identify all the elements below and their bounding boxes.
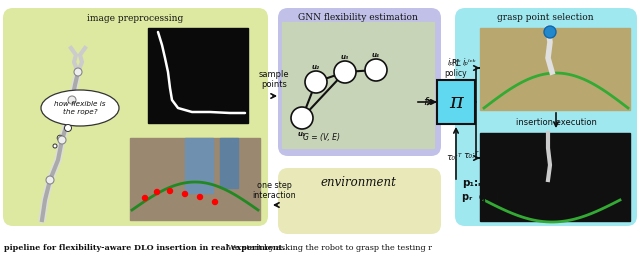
Circle shape [58, 136, 66, 144]
FancyBboxPatch shape [278, 168, 441, 234]
Bar [185, 138, 213, 193]
Text: τ₀:ᵀ: τ₀:ᵀ [447, 153, 462, 162]
Text: u₃: u₃ [341, 54, 349, 60]
Circle shape [212, 199, 218, 205]
Circle shape [198, 195, 202, 199]
Circle shape [291, 107, 313, 129]
Text: τ₀:ᵀ: τ₀:ᵀ [463, 151, 479, 160]
Circle shape [182, 191, 188, 197]
Bar [282, 22, 434, 148]
Text: GNN flexibility estimation: GNN flexibility estimation [298, 13, 418, 22]
Circle shape [65, 124, 72, 132]
Text: RL
policy: RL policy [445, 59, 467, 78]
Text: iₚᴵᶜᵏ: iₚᴵᶜᵏ [463, 58, 477, 67]
Text: image preprocessing: image preprocessing [87, 14, 183, 23]
Text: f: f [423, 97, 427, 107]
Circle shape [334, 61, 356, 83]
Circle shape [68, 96, 76, 104]
Circle shape [74, 68, 82, 76]
Bar [130, 138, 260, 220]
Text: u₂: u₂ [312, 64, 320, 70]
Text: insertion execution: insertion execution [516, 118, 596, 127]
Circle shape [544, 26, 556, 38]
Circle shape [305, 71, 327, 93]
Text: how flexible is
the rope?: how flexible is the rope? [54, 102, 106, 115]
Text: grasp point selection: grasp point selection [497, 13, 593, 22]
Bar [148, 28, 248, 123]
Text: p₁:ₙ: p₁:ₙ [462, 178, 483, 188]
Bar [480, 133, 630, 221]
Text: u₁: u₁ [298, 131, 306, 137]
Circle shape [154, 189, 159, 195]
Text: sample
points: sample points [259, 70, 289, 89]
Bar [437, 80, 475, 124]
Text: π: π [449, 93, 463, 112]
FancyBboxPatch shape [278, 8, 441, 156]
FancyBboxPatch shape [455, 8, 637, 226]
Text: iₚᴵᶜᵏ: iₚᴵᶜᵏ [448, 58, 462, 67]
Circle shape [57, 135, 63, 141]
Circle shape [46, 176, 54, 184]
Text: u₄: u₄ [372, 52, 380, 58]
Circle shape [168, 188, 173, 194]
Text: pᵣ  qᵣ  rᵣ: pᵣ qᵣ rᵣ [462, 192, 504, 202]
Text: pipeline for flexibility-aware DLO insertion in real experiment.: pipeline for flexibility-aware DLO inser… [4, 244, 285, 252]
Text: one step
interaction: one step interaction [252, 181, 296, 200]
Text: environment: environment [320, 176, 396, 189]
Text: G = (V, E): G = (V, E) [303, 133, 340, 142]
FancyBboxPatch shape [3, 8, 268, 226]
Circle shape [365, 59, 387, 81]
Text: We start by asking the robot to grasp the testing r: We start by asking the robot to grasp th… [225, 244, 432, 252]
Circle shape [53, 144, 57, 148]
Ellipse shape [41, 90, 119, 126]
Bar [220, 138, 238, 188]
Bar [480, 28, 630, 110]
Circle shape [143, 196, 147, 200]
